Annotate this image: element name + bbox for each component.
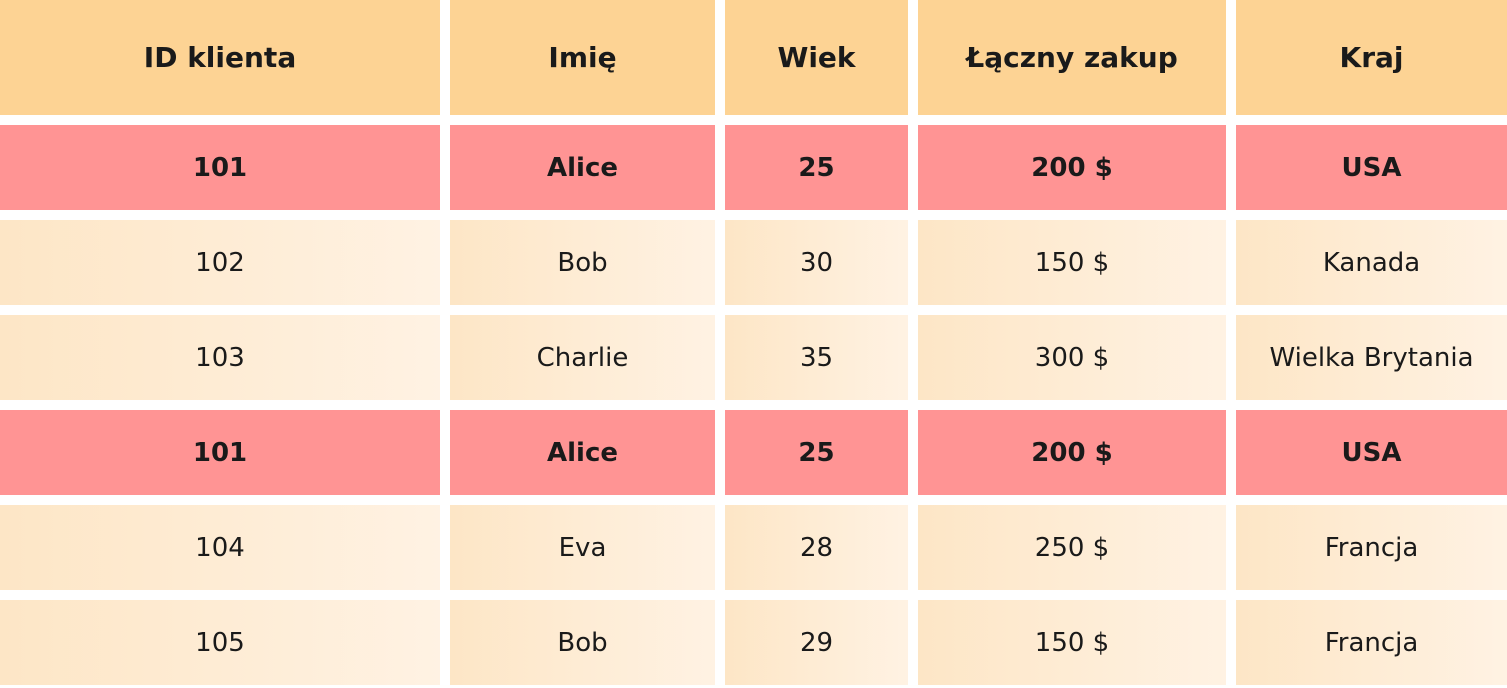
table-cell: 30 — [725, 220, 908, 305]
table-cell: 250 $ — [918, 505, 1226, 590]
table-cell: 300 $ — [918, 315, 1226, 400]
table-cell: 28 — [725, 505, 908, 590]
table-cell: Francja — [1236, 600, 1507, 685]
header-cell: Wiek — [725, 0, 908, 115]
header-cell: ID klienta — [0, 0, 440, 115]
table-cell: Charlie — [450, 315, 715, 400]
table-cell: 103 — [0, 315, 440, 400]
table-cell: 35 — [725, 315, 908, 400]
table-cell: 102 — [0, 220, 440, 305]
highlighted-cell: USA — [1236, 410, 1507, 495]
header-cell: Imię — [450, 0, 715, 115]
highlighted-cell: 101 — [0, 410, 440, 495]
table-cell: Francja — [1236, 505, 1507, 590]
table-cell: 150 $ — [918, 600, 1226, 685]
highlighted-cell: USA — [1236, 125, 1507, 210]
table-cell: 29 — [725, 600, 908, 685]
table-cell: Kanada — [1236, 220, 1507, 305]
highlighted-cell: 200 $ — [918, 125, 1226, 210]
table-cell: Wielka Brytania — [1236, 315, 1507, 400]
header-cell: Łączny zakup — [918, 0, 1226, 115]
table-cell: Bob — [450, 600, 715, 685]
highlighted-cell: Alice — [450, 410, 715, 495]
header-cell: Kraj — [1236, 0, 1507, 115]
table-cell: Eva — [450, 505, 715, 590]
table-cell: Bob — [450, 220, 715, 305]
highlighted-cell: 200 $ — [918, 410, 1226, 495]
highlighted-cell: 25 — [725, 410, 908, 495]
table-cell: 150 $ — [918, 220, 1226, 305]
highlighted-cell: Alice — [450, 125, 715, 210]
highlighted-cell: 101 — [0, 125, 440, 210]
highlighted-cell: 25 — [725, 125, 908, 210]
table-cell: 104 — [0, 505, 440, 590]
table-cell: 105 — [0, 600, 440, 685]
